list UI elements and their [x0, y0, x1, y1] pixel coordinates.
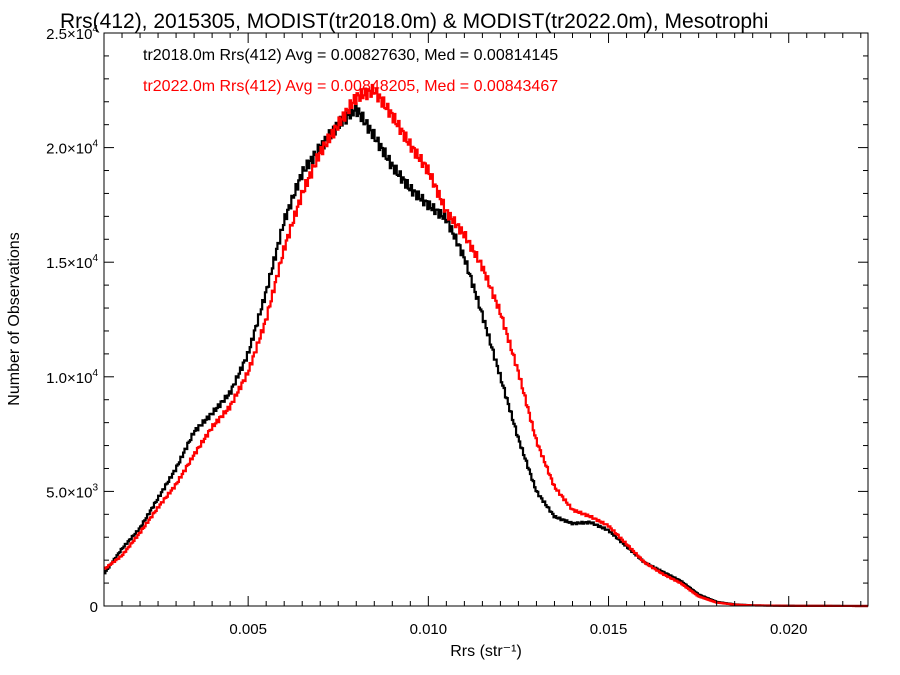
y-tick-label: 0 — [90, 599, 98, 616]
series-layer — [104, 83, 868, 608]
legend-stats-tr2018: tr2018.0m Rrs(412) Avg = 0.00827630, Med… — [143, 47, 558, 64]
x-axis-label: Rrs (str⁻¹) — [450, 643, 522, 660]
x-tick-label: 0.010 — [410, 621, 448, 638]
legend-stats-tr2022: tr2022.0m Rrs(412) Avg = 0.00848205, Med… — [143, 78, 558, 95]
y-axis-label: Number of Observations — [6, 232, 23, 405]
plot-frame — [103, 32, 869, 607]
y-tick-label: 2.5×104 — [46, 24, 98, 43]
series-line-tr2022-0m — [104, 83, 868, 608]
x-tick-label: 0.005 — [229, 621, 267, 638]
y-tick-label: 1.0×104 — [46, 368, 98, 387]
y-tick-label: 5.0×103 — [46, 482, 98, 501]
y-tick-label: 1.5×104 — [46, 253, 98, 272]
y-tick-label: 2.0×104 — [46, 139, 98, 158]
x-tick-label: 0.015 — [590, 621, 628, 638]
chart-title: Rrs(412), 2015305, MODIST(tr2018.0m) & M… — [60, 10, 768, 33]
tick-layer: 0.005 0.010 0.015 0.020 0 5.0×103 1.0×104 1.5×1… — [46, 24, 868, 638]
x-tick-label: 0.020 — [770, 621, 808, 638]
series-line-tr2018-0m — [104, 103, 868, 608]
